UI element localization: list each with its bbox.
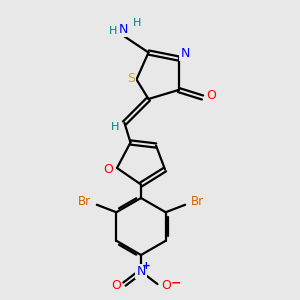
- Text: O: O: [161, 279, 171, 292]
- Text: H: H: [109, 26, 117, 36]
- Text: Br: Br: [191, 195, 204, 208]
- Text: S: S: [127, 71, 135, 85]
- Text: Br: Br: [78, 195, 91, 208]
- Text: H: H: [133, 18, 141, 28]
- Text: N: N: [136, 265, 146, 278]
- Text: N: N: [119, 22, 129, 36]
- Text: −: −: [170, 276, 181, 289]
- Text: O: O: [111, 279, 121, 292]
- Text: N: N: [180, 46, 190, 60]
- Text: O: O: [206, 88, 216, 102]
- Text: +: +: [142, 261, 151, 271]
- Text: H: H: [111, 122, 120, 132]
- Text: O: O: [103, 163, 113, 176]
